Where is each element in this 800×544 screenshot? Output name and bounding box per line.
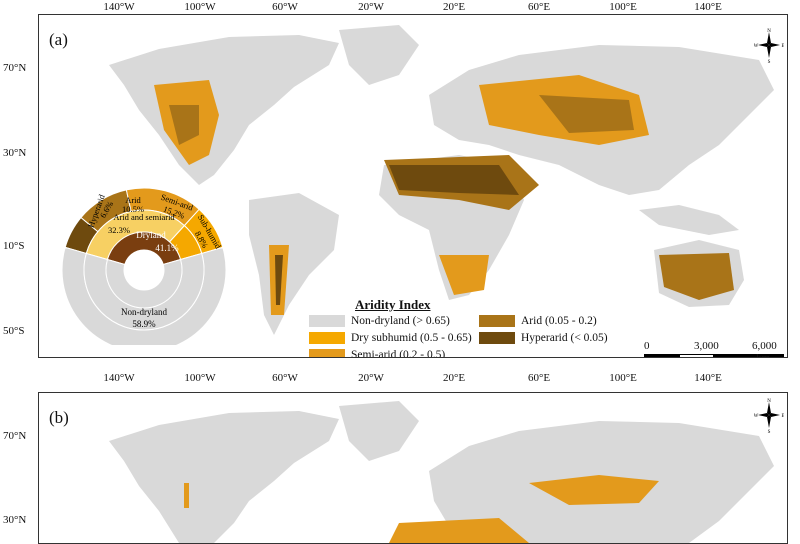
lon-tick: 100°E [609,1,637,13]
legend-label: Dry subhumid (0.5 - 0.65) [351,332,472,344]
scale-tick: 3,000 [694,340,719,352]
lon-tick: 20°E [442,1,466,13]
lat-tick: 10°S [3,240,25,252]
aridity-legend: Aridity Index Non-dryland (> 0.65) Dry s… [309,297,609,358]
compass-e: E [781,44,784,49]
compass-w: W [754,44,759,49]
donut-slice-dryland [106,231,182,266]
lon-tick: 100°W [184,1,216,13]
donut-nondryland-value: 58.9% [132,319,156,329]
compass-e: E [781,414,784,419]
compass-n: N [767,399,771,404]
legend-item-nondryland: Non-dryland (> 0.65) [309,315,450,327]
lat-tick: 70°N [3,62,27,74]
lat-tick: 70°N [3,430,27,442]
donut-dryland-label: Dryland [136,230,166,240]
compass-s: S [768,60,771,63]
dryland-donut-chart: Hyperarid 6.6% Arid 10.5% Semi-arid 15.2… [61,187,227,345]
donut-dryland-value: 41.1% [155,243,179,253]
scale-bar: 0 3,000 6,000 km [644,340,784,358]
map-panel-a: (a) N S W E Hyperarid 6.6% Arid 10.5% Se… [38,14,788,358]
donut-arid-value: 10.5% [122,204,144,214]
panel-label-b: (b) [49,408,69,427]
lon-tick: 140°W [103,372,135,384]
lon-tick: 20°W [358,372,384,384]
map-panel-b: (b) N S W E [38,392,788,544]
compass-n: N [767,29,771,34]
legend-title: Aridity Index [355,297,431,312]
middle-longitude-axis: 140°W 100°W 60°W 20°W 20°E 60°E 100°E 14… [38,372,786,386]
legend-swatch [479,332,515,344]
scale-tick: 6,000 [752,340,777,352]
legend-label: Non-dryland (> 0.65) [351,315,450,327]
compass-s: S [768,430,771,433]
panel-label-a: (a) [49,30,68,49]
world-map-b [109,401,774,543]
lon-tick: 60°W [272,372,298,384]
lon-tick: 140°E [694,1,722,13]
donut-nondryland-label: Non-dryland [121,307,167,317]
lon-tick: 60°W [272,1,298,13]
dryland-overlay [154,75,734,315]
legend-label: Hyperarid (< 0.05) [521,332,608,344]
donut-aridsemiarid-label: Arid and semiarid [113,212,175,222]
scale-unit: km [756,352,771,358]
donut-arcs [61,187,227,345]
lon-tick: 20°W [358,1,384,13]
legend-item-drysubhumid: Dry subhumid (0.5 - 0.65) [309,332,472,344]
lon-tick: 100°E [609,372,637,384]
lon-tick: 60°E [527,372,551,384]
lon-tick: 140°W [103,1,135,13]
compass-rose-icon: N S W E [754,29,784,63]
compass-rose-icon: N S W E [754,399,784,433]
legend-swatch [309,349,345,357]
lat-tick: 30°N [3,514,27,526]
legend-item-hyperarid: Hyperarid (< 0.05) [479,332,608,344]
legend-item-semiarid: Semi-arid (0.2 - 0.5) [309,349,446,358]
lat-tick: 30°N [3,147,27,159]
donut-slice-nondryland-inner [105,258,183,309]
top-longitude-axis: 140°W 100°W 60°W 20°W 20°E 60°E 100°E 14… [38,1,786,15]
legend-label: Semi-arid (0.2 - 0.5) [351,349,446,358]
lon-tick: 60°E [527,1,551,13]
scale-tick: 0 [644,340,650,352]
donut-arid-label: Arid [125,195,141,205]
legend-swatch [309,332,345,344]
lat-tick: 50°S [3,325,25,337]
lon-tick: 140°E [694,372,722,384]
lon-tick: 20°E [442,372,466,384]
legend-item-arid: Arid (0.05 - 0.2) [479,315,597,327]
donut-aridsemiarid-value: 32.3% [108,225,130,235]
compass-w: W [754,414,759,419]
lon-tick: 100°W [184,372,216,384]
legend-swatch [309,315,345,327]
legend-swatch [479,315,515,327]
legend-label: Arid (0.05 - 0.2) [521,315,597,327]
world-map-a [109,25,774,335]
